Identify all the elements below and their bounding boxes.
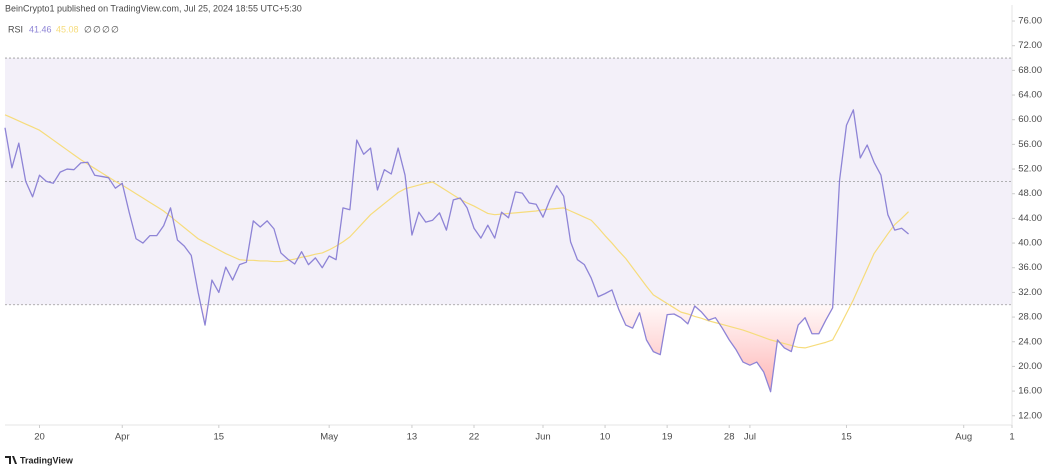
legend-indicator: RSI bbox=[8, 24, 23, 34]
rsi-line bbox=[4, 109, 909, 393]
x-tick-label: Jun bbox=[535, 432, 550, 443]
oversold-fill bbox=[5, 304, 909, 392]
x-tick-label: 15 bbox=[841, 432, 852, 443]
y-tick-label: 68.00 bbox=[1018, 65, 1042, 76]
y-tick-label: 48.00 bbox=[1018, 188, 1042, 199]
rsi-band bbox=[5, 58, 1012, 305]
x-tick-label: 13 bbox=[407, 432, 418, 443]
footer-brand: TradingView bbox=[20, 455, 74, 465]
y-tick-label: 28.00 bbox=[1018, 312, 1042, 323]
x-tick-label: Apr bbox=[115, 432, 130, 443]
y-tick-label: 36.00 bbox=[1018, 262, 1042, 273]
legend-flag: ∅ bbox=[111, 24, 119, 34]
tradingview-logo bbox=[5, 456, 17, 464]
y-tick-label: 76.00 bbox=[1018, 16, 1042, 27]
x-tick-label: 10 bbox=[600, 432, 611, 443]
y-tick-label: 20.00 bbox=[1018, 361, 1042, 372]
y-tick-label: 44.00 bbox=[1018, 213, 1042, 224]
x-tick-label: 22 bbox=[469, 432, 480, 443]
x-tick-label: 15 bbox=[214, 432, 225, 443]
x-tick-label: Aug bbox=[955, 432, 972, 443]
legend-flag: ∅ bbox=[102, 24, 110, 34]
y-tick-label: 60.00 bbox=[1018, 114, 1042, 125]
x-tick-label: May bbox=[320, 432, 338, 443]
y-tick-label: 72.00 bbox=[1018, 40, 1042, 51]
y-tick-label: 64.00 bbox=[1018, 90, 1042, 101]
y-tick-label: 40.00 bbox=[1018, 238, 1042, 249]
plot-area bbox=[4, 5, 1015, 428]
x-tick-label: 20 bbox=[34, 432, 45, 443]
y-tick-label: 32.00 bbox=[1018, 287, 1042, 298]
y-tick-label: 12.00 bbox=[1018, 410, 1042, 421]
legend: RSI 41.46 45.08 bbox=[8, 24, 79, 34]
legend-value: 45.08 bbox=[56, 24, 79, 34]
x-tick-label: Jul bbox=[744, 432, 756, 443]
y-tick-label: 24.00 bbox=[1018, 336, 1042, 347]
legend-flag: ∅ bbox=[84, 24, 92, 34]
x-tick-label: 19 bbox=[662, 432, 673, 443]
y-tick-label: 52.00 bbox=[1018, 164, 1042, 175]
x-tick-label: 1 bbox=[1009, 432, 1014, 443]
y-tick-label: 16.00 bbox=[1018, 386, 1042, 397]
x-tick-label: 28 bbox=[724, 432, 735, 443]
legend-value: 41.46 bbox=[29, 24, 52, 34]
legend-flag: ∅ bbox=[93, 24, 101, 34]
header: BeinCrypto1 published on TradingView.com… bbox=[5, 3, 302, 13]
y-tick-label: 56.00 bbox=[1018, 139, 1042, 150]
rsi-ma-line bbox=[4, 114, 909, 349]
